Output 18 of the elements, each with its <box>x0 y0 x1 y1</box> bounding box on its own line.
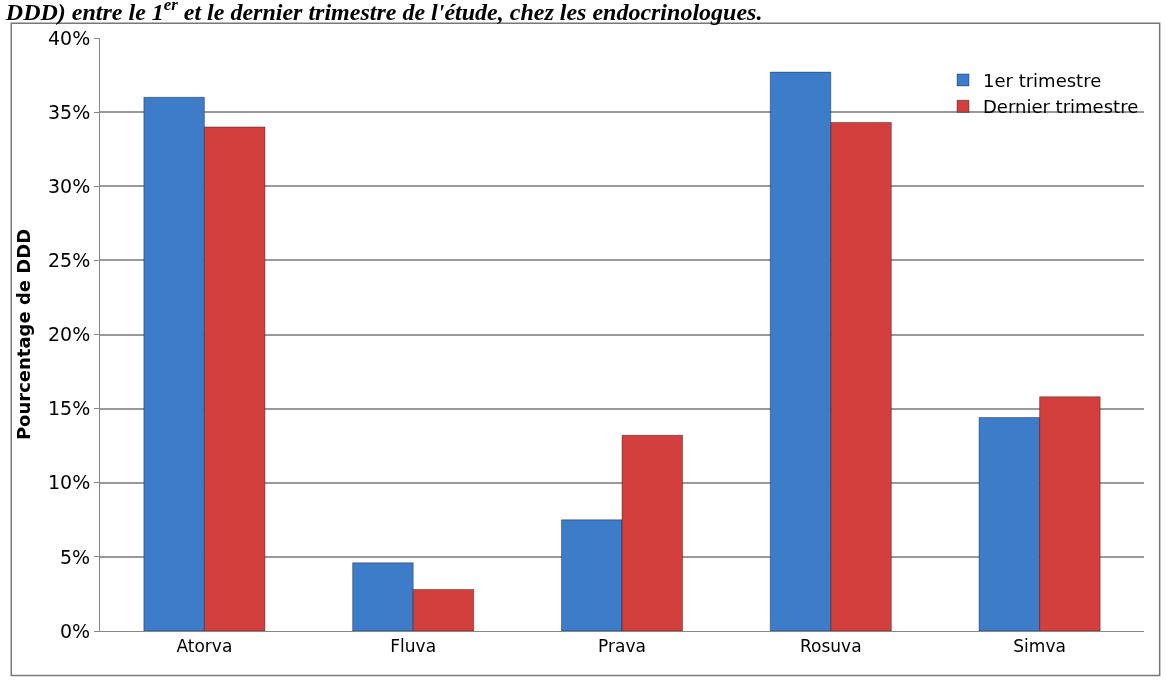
y-tick-label: 10% <box>47 471 91 494</box>
x-tick-label: Fluva <box>390 636 437 657</box>
y-tick-label: 5% <box>60 545 91 568</box>
y-tick-label: 0% <box>60 619 91 642</box>
y-tick-label: 35% <box>47 100 91 123</box>
y-tick-label: 25% <box>47 249 91 272</box>
y-tick-label: 30% <box>47 174 91 197</box>
legend-label: 1er trimestre <box>983 69 1102 91</box>
x-tick-label: Rosuva <box>800 636 862 657</box>
y-axis-title: Pourcentage de DDD <box>13 228 35 441</box>
chart-title: DDD) entre le 1$^{er}$ et le dernier trimestre de l'étude, chez les endocrinologues. <box>4 0 763 26</box>
y-tick-label: 15% <box>47 397 91 420</box>
y-tick-label: 20% <box>47 323 91 346</box>
x-tick-label: Simva <box>1013 636 1066 657</box>
x-tick-label: Prava <box>598 636 646 657</box>
y-tick-label: 40% <box>47 26 91 49</box>
legend-label: Dernier trimestre <box>983 96 1139 118</box>
x-tick-label: Atorva <box>176 636 233 657</box>
